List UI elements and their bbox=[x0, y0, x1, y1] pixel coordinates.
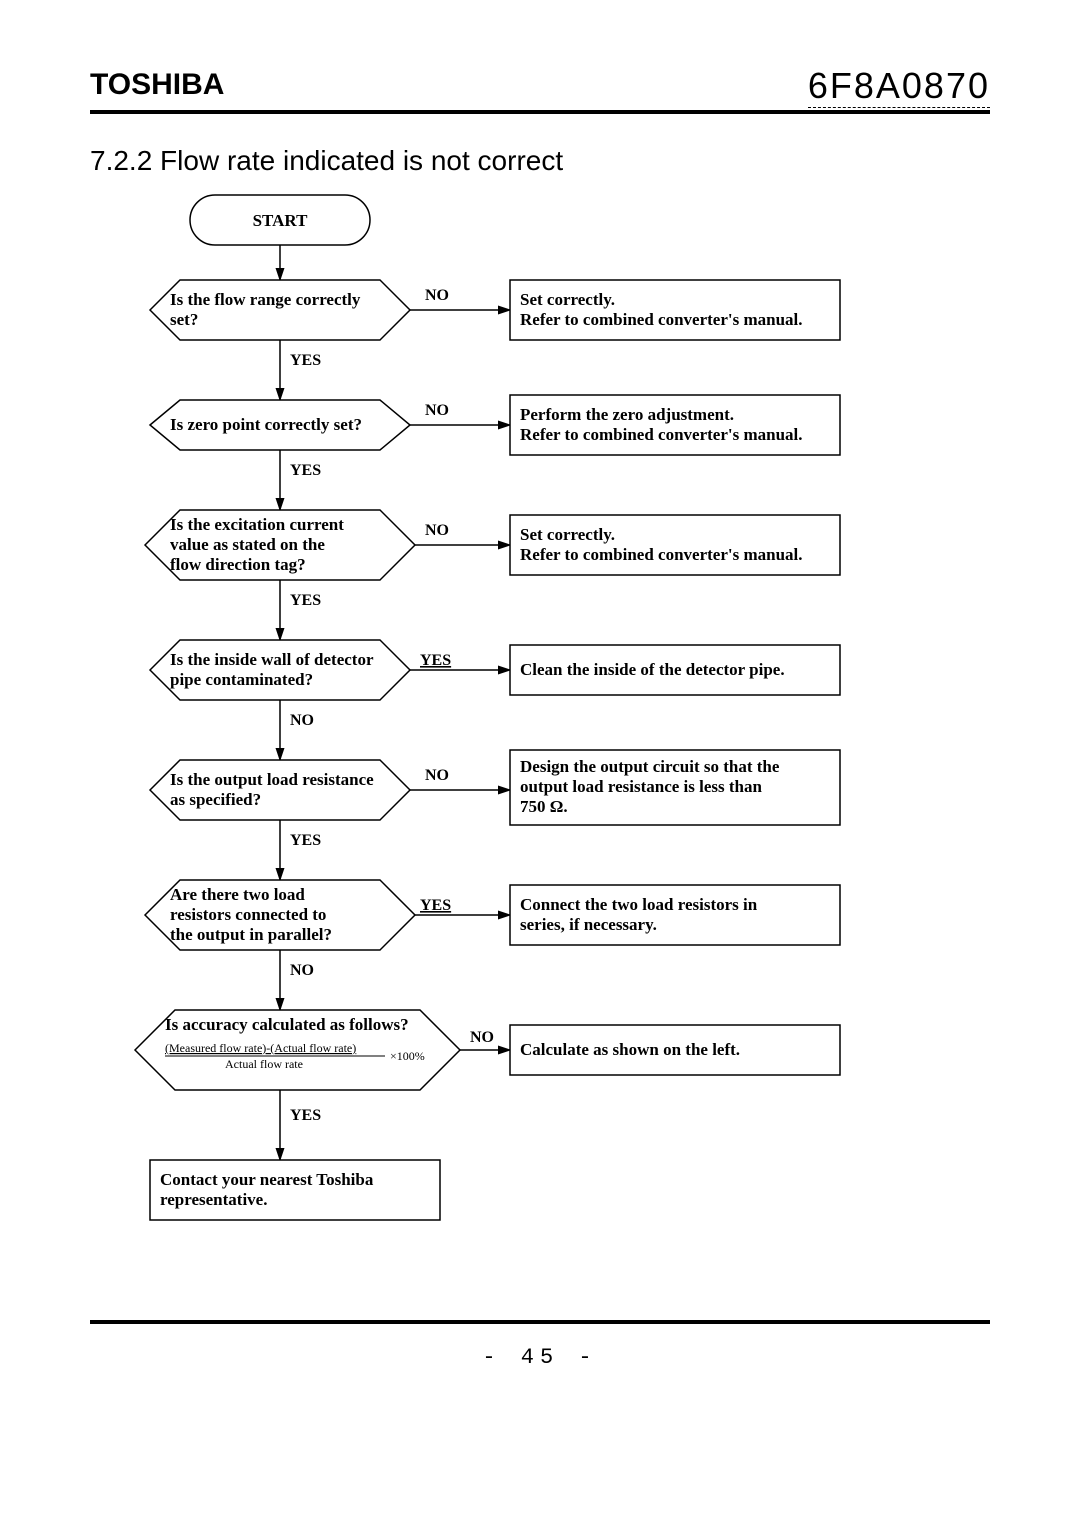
svg-text:flow direction tag?: flow direction tag? bbox=[170, 555, 306, 574]
decision-1: Is the flow range correctly set? bbox=[150, 280, 410, 340]
svg-text:output load resistance is less: output load resistance is less than bbox=[520, 777, 763, 796]
svg-text:Contact your nearest Toshiba: Contact your nearest Toshiba bbox=[160, 1170, 374, 1189]
svg-text:Refer to combined converter's: Refer to combined converter's manual. bbox=[520, 310, 803, 329]
svg-text:as specified?: as specified? bbox=[170, 790, 261, 809]
no-label-7: NO bbox=[470, 1029, 494, 1046]
yes-label-1: YES bbox=[290, 352, 321, 369]
yes-label-4-right: YES bbox=[420, 652, 451, 669]
document-number: 6F8A0870 bbox=[808, 65, 990, 108]
svg-text:Set correctly.: Set correctly. bbox=[520, 290, 615, 309]
svg-text:Calculate as shown on the left: Calculate as shown on the left. bbox=[520, 1040, 740, 1059]
svg-text:×100%: ×100% bbox=[390, 1049, 425, 1063]
decision-3: Is the excitation current value as state… bbox=[145, 510, 415, 580]
yes-label-6-right: YES bbox=[420, 897, 451, 914]
brand-logo: TOSHIBA bbox=[90, 68, 224, 102]
page-number: - 45 - bbox=[0, 1345, 1080, 1370]
svg-text:750 Ω.: 750 Ω. bbox=[520, 797, 568, 816]
no-label-6-down: NO bbox=[290, 962, 314, 979]
page-header: TOSHIBA 6F8A0870 bbox=[90, 50, 990, 114]
section-title: 7.2.2 Flow rate indicated is not correct bbox=[90, 145, 563, 177]
svg-text:Are there two load: Are there two load bbox=[170, 885, 305, 904]
svg-text:Is the output load resistance: Is the output load resistance bbox=[170, 770, 374, 789]
svg-text:Perform the zero adjustment.: Perform the zero adjustment. bbox=[520, 405, 734, 424]
decision-5: Is the output load resistance as specifi… bbox=[150, 760, 410, 820]
svg-text:(Measured flow rate)-(Actual f: (Measured flow rate)-(Actual flow rate) bbox=[165, 1041, 356, 1055]
yes-label-5: YES bbox=[290, 832, 321, 849]
svg-text:set?: set? bbox=[170, 310, 198, 329]
yes-label-2: YES bbox=[290, 462, 321, 479]
flow-start: START bbox=[190, 195, 370, 245]
no-label-5: NO bbox=[425, 767, 449, 784]
no-label-3: NO bbox=[425, 522, 449, 539]
svg-text:representative.: representative. bbox=[160, 1190, 267, 1209]
svg-text:Design the output circuit so t: Design the output circuit so that the bbox=[520, 757, 780, 776]
start-label: START bbox=[253, 211, 308, 230]
decision-4: Is the inside wall of detector pipe cont… bbox=[150, 640, 410, 700]
svg-text:Is the excitation current: Is the excitation current bbox=[170, 515, 344, 534]
action-7: Calculate as shown on the left. bbox=[510, 1025, 840, 1075]
svg-text:Clean the inside of the detect: Clean the inside of the detector pipe. bbox=[520, 660, 785, 679]
yes-label-7: YES bbox=[290, 1107, 321, 1124]
no-label-1: NO bbox=[425, 287, 449, 304]
action-4: Clean the inside of the detector pipe. bbox=[510, 645, 840, 695]
svg-text:Refer to combined converter's: Refer to combined converter's manual. bbox=[520, 545, 803, 564]
decision-6: Are there two load resistors connected t… bbox=[145, 880, 415, 950]
action-1: Set correctly. Refer to combined convert… bbox=[510, 280, 840, 340]
decision-2: Is zero point correctly set? bbox=[150, 400, 410, 450]
decision-7: Is accuracy calculated as follows? (Meas… bbox=[135, 1010, 460, 1090]
no-label-2: NO bbox=[425, 402, 449, 419]
svg-text:Connect the two load resistors: Connect the two load resistors in bbox=[520, 895, 758, 914]
yes-label-3: YES bbox=[290, 592, 321, 609]
svg-text:Set correctly.: Set correctly. bbox=[520, 525, 615, 544]
svg-text:Actual flow rate: Actual flow rate bbox=[225, 1057, 303, 1071]
svg-text:value as stated on the: value as stated on the bbox=[170, 535, 325, 554]
svg-text:Is the inside wall of detector: Is the inside wall of detector bbox=[170, 650, 374, 669]
flowchart-svg: START Is the flow range correctly set? N… bbox=[90, 190, 990, 1310]
svg-text:pipe contaminated?: pipe contaminated? bbox=[170, 670, 313, 689]
page-root: TOSHIBA 6F8A0870 7.2.2 Flow rate indicat… bbox=[0, 0, 1080, 1527]
action-2: Perform the zero adjustment. Refer to co… bbox=[510, 395, 840, 455]
svg-text:Is the flow range correctly: Is the flow range correctly bbox=[170, 290, 361, 309]
action-5: Design the output circuit so that the ou… bbox=[510, 750, 840, 825]
action-3: Set correctly. Refer to combined convert… bbox=[510, 515, 840, 575]
footer-rule bbox=[90, 1320, 990, 1324]
action-6: Connect the two load resistors in series… bbox=[510, 885, 840, 945]
svg-text:Is accuracy calculated as foll: Is accuracy calculated as follows? bbox=[165, 1015, 409, 1034]
svg-text:series, if necessary.: series, if necessary. bbox=[520, 915, 657, 934]
svg-text:the output in parallel?: the output in parallel? bbox=[170, 925, 332, 944]
flow-end: Contact your nearest Toshiba representat… bbox=[150, 1160, 440, 1220]
svg-text:Refer to combined converter's: Refer to combined converter's manual. bbox=[520, 425, 803, 444]
no-label-4-down: NO bbox=[290, 712, 314, 729]
svg-text:resistors connected to: resistors connected to bbox=[170, 905, 326, 924]
svg-text:Is zero point correctly set?: Is zero point correctly set? bbox=[170, 415, 362, 434]
